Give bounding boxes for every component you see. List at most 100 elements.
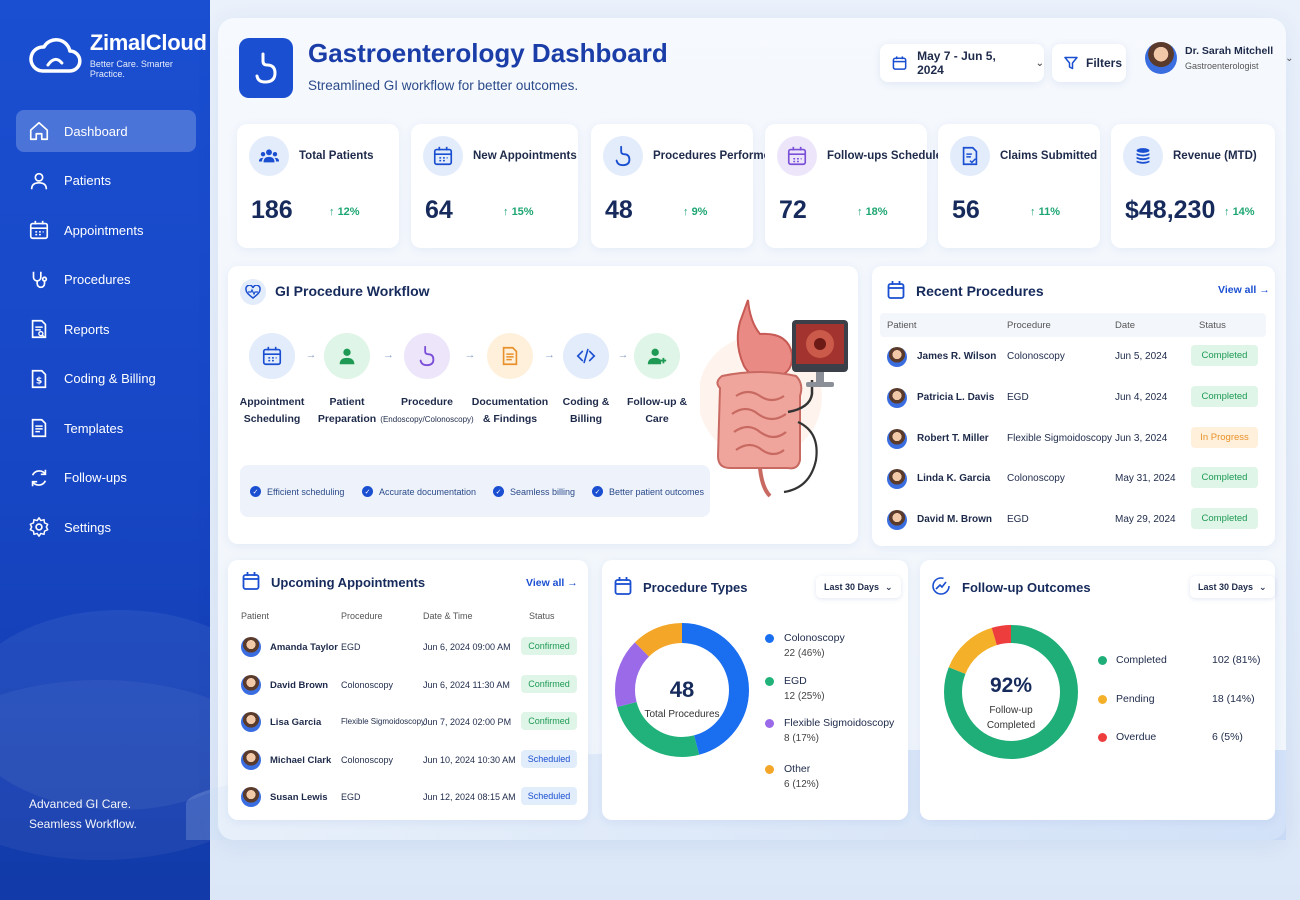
check-circle-icon: ✓ [362,486,373,497]
patient-name: Lisa Garcia [270,717,322,728]
workflow-step-line1: Procedure [401,396,453,408]
user-menu[interactable]: Dr. Sarah Mitchell Gastroenterologist ⌄ [1145,42,1294,74]
sidebar-item-label: Dashboard [64,123,128,139]
sidebar-item-patients[interactable]: Patients [16,160,196,202]
stat-label: New Appointments [473,150,577,162]
recent-procedures-title: Recent Procedures [916,283,1044,299]
legend-label: Completed [1116,654,1167,666]
sidebar-item-appointments[interactable]: Appointments [16,209,196,251]
patient-name: Amanda Taylor [270,642,338,653]
stomach-icon [603,136,643,176]
sidebar-item-procedures[interactable]: Procedures [16,259,196,301]
stat-delta-value: 15% [511,206,534,218]
workflow-step-4[interactable]: Documentation & Findings [455,394,565,428]
followup-range-dropdown[interactable]: Last 30 Days ⌄ [1190,576,1275,598]
sidebar-item-label: Follow-ups [64,470,127,485]
refresh-icon [28,467,50,489]
filter-icon [1064,56,1078,70]
workflow-step-line2: Scheduling [243,413,301,425]
workflow-step-line1: Documentation [471,396,549,408]
appointment-datetime: Jun 6, 2024 11:30 AM [423,679,510,690]
sidebar-item-follow-ups[interactable]: Follow-ups [16,457,196,499]
stat-card-procedures-performed[interactable]: Procedures Performed 48 ↑ 9% [591,124,777,248]
legend-detail: 102 (81%) [1212,654,1261,666]
arrow-up-icon: ↑ [503,206,512,218]
legend-label: Overdue [1116,731,1157,743]
sidebar-footer: Advanced GI Care. Seamless Workflow. [29,794,137,834]
patient-name: Michael Clark [270,754,332,766]
stat-card-revenue-mtd[interactable]: Revenue (MTD) $48,230 ↑ 14% [1111,124,1275,248]
sidebar-item-label: Appointments [64,222,144,238]
date-range-picker[interactable]: May 7 - Jun 5, 2024 ⌄ [880,44,1044,82]
legend-detail: 8 (17%) [784,733,820,744]
procedure-date: May 31, 2024 [1115,473,1176,485]
legend-detail: 6 (12%) [784,779,820,790]
status-badge: Confirmed [521,712,577,730]
appointment-datetime: Jun 7, 2024 02:00 PM [423,717,512,727]
stat-delta: ↑ 15% [503,206,534,218]
stat-delta-value: 9% [691,206,708,218]
avatar [887,387,907,408]
procedure-range-dropdown[interactable]: Last 30 Days ⌄ [816,576,901,598]
benefit-item: ✓ Better patient outcomes [592,486,704,497]
table-header: Status [1199,320,1226,331]
arrow-right-icon: → [383,349,394,361]
benefit-label: Accurate documentation [379,486,477,497]
donut-center-value: 48 [669,677,695,702]
avatar [1145,42,1177,74]
calendar-icon [614,577,632,595]
followup-slice-overdue[interactable] [944,625,1078,759]
check-circle-icon: ✓ [592,486,603,497]
status-badge: Confirmed [521,637,577,655]
workflow-step-line2: Care [645,413,669,425]
sidebar-item-coding-billing[interactable]: $ Coding & Billing [16,358,196,400]
legend-label: Other [784,763,811,775]
date-range-label: May 7 - Jun 5, 2024 [917,49,996,77]
recent-view-all-link[interactable]: View all → [1218,284,1270,296]
sidebar-item-templates[interactable]: Templates [16,407,196,449]
workflow-step-3[interactable]: Procedure (Endoscopy/Colonoscopy) [372,394,482,428]
procedure-name: Flexible Sigmoidoscopy [1007,432,1113,444]
workflow-step-5[interactable]: Coding & Billing [531,394,641,428]
procedure-name: Colonoscopy [341,754,394,765]
procedure-slice-flexible-sigmoidoscopy[interactable] [615,623,749,757]
legend-dot [765,719,774,728]
stat-delta: ↑ 11% [1030,206,1060,218]
legend-dot [1098,733,1107,742]
table-header: Status [529,611,555,621]
stat-card-new-appointments[interactable]: New Appointments 64 ↑ 15% [411,124,578,248]
avatar [241,674,261,695]
workflow-step-2[interactable]: Patient Preparation [292,394,402,428]
status-badge: Scheduled [521,787,577,805]
sidebar-item-dashboard[interactable]: Dashboard [16,110,196,152]
stat-label: Total Patients [299,150,374,162]
workflow-step-3-icon [404,333,450,379]
stat-card-claims-submitted[interactable]: Claims Submitted 56 ↑ 11% [938,124,1100,248]
sidebar-item-label: Reports [64,321,110,337]
appointment-datetime: Jun 10, 2024 10:30 AM [423,754,516,765]
workflow-step-line1: Patient [329,396,365,408]
procedure-slice-other[interactable] [615,623,749,757]
stat-card-follow-ups-scheduled[interactable]: Follow-ups Scheduled 72 ↑ 18% [765,124,949,248]
upcoming-view-all-link[interactable]: View all → [526,577,578,589]
arrow-up-icon: ↑ [683,206,692,218]
procedure-name: Colonoscopy [341,679,394,690]
sidebar-footer-line1: Advanced GI Care. [29,797,132,811]
avatar [887,347,907,367]
stat-card-total-patients[interactable]: Total Patients 186 ↑ 12% [237,124,399,248]
filters-button[interactable]: Filters [1052,44,1126,82]
procedure-slice-egd[interactable] [615,623,749,757]
report-icon [28,318,50,340]
cloud-logo-icon [29,37,82,73]
benefit-label: Efficient scheduling [267,486,345,497]
workflow-step-5-icon [563,333,609,379]
workflow-step-6[interactable]: Follow-up & Care [602,394,712,428]
range-label: Last 30 Days [824,582,880,592]
benefits-bar: ✓ Efficient scheduling ✓ Accurate documenta… [240,465,710,517]
workflow-step-1[interactable]: Appointment Scheduling [217,394,327,428]
sidebar-item-reports[interactable]: Reports [16,308,196,350]
arrow-up-icon: ↑ [1224,206,1233,218]
brand-logo[interactable]: ZimalCloud Better Care. Smarter Practice… [28,30,210,79]
benefit-item: ✓ Accurate documentation [362,486,476,497]
sidebar-item-settings[interactable]: Settings [16,506,196,548]
